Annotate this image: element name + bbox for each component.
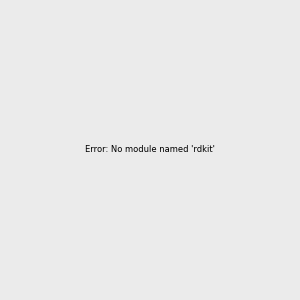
Text: Error: No module named 'rdkit': Error: No module named 'rdkit' [85, 146, 215, 154]
